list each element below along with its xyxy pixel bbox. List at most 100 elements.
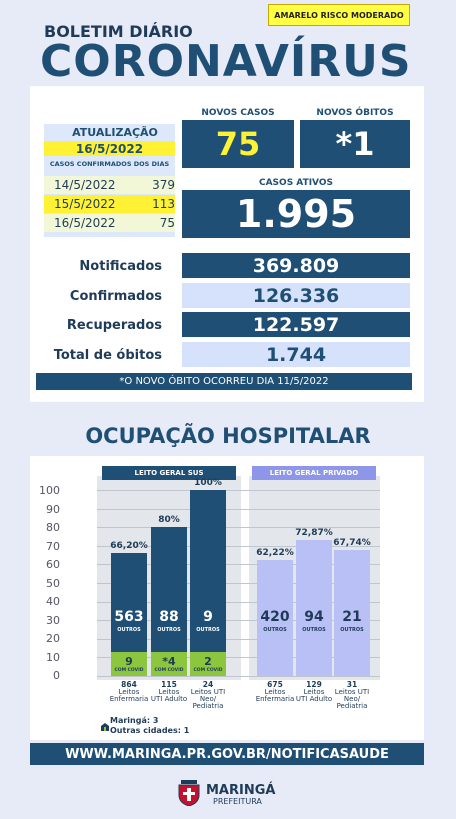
bar-category-name: Neo/	[343, 695, 361, 703]
stat-label-confirmed: Confirmados	[69, 289, 162, 304]
active-cases-value: 1.995	[182, 190, 410, 238]
y-tick: 20	[46, 632, 60, 645]
bar-covid-segment	[151, 652, 187, 676]
bar-others-value: 94	[304, 609, 324, 625]
bar-category-name: UTI Adulto	[295, 695, 333, 703]
update-date: 16/5/2022	[44, 141, 175, 156]
y-tick: 40	[46, 595, 60, 608]
day-row: 14/5/2022 379	[44, 176, 175, 194]
bar-category-name: Leitos	[264, 688, 286, 696]
day-date: 14/5/2022	[54, 178, 116, 192]
bar-covid-segment	[190, 652, 226, 676]
bar-category-name: Neo/	[199, 695, 217, 703]
new-deaths-value: *1	[300, 120, 410, 168]
note-line: Maringá: 3	[110, 716, 159, 725]
bar-others-value: 88	[159, 609, 179, 625]
bar-covid-label: COM COVID	[154, 668, 184, 673]
note-line: Outras cidades: 1	[110, 726, 190, 735]
day-value: 113	[152, 197, 175, 211]
bar-others-label: OUTROS	[117, 627, 141, 633]
bar-category-label: 115 Leitos UTI Adulto	[141, 681, 197, 703]
day-row: 16/5/2022 75	[44, 214, 175, 232]
bar-covid-segment	[111, 652, 147, 676]
city-name: MARINGÁ	[206, 783, 276, 798]
day-date: 16/5/2022	[54, 216, 116, 230]
gridline	[97, 527, 380, 529]
bar-covid-value: *4	[162, 655, 176, 668]
bulletin-label: BOLETIM DIÁRIO	[44, 22, 193, 41]
bar-covid-value: 9	[125, 655, 133, 668]
bar-category-label: 129 Leitos UTI Adulto	[286, 681, 342, 703]
page-title: CORONAVÍRUS	[40, 36, 412, 87]
bar-category-name: Leitos UTI	[190, 688, 226, 696]
y-tick: 0	[53, 669, 60, 682]
bar-percent-label: 100%	[194, 478, 222, 488]
y-tick: 90	[46, 503, 60, 516]
death-footnote: *O NOVO ÓBITO OCORREU DIA 11/5/2022	[36, 373, 412, 390]
bar-category-name: Enfermaria	[109, 695, 149, 703]
stat-label-deaths: Total de óbitos	[53, 348, 162, 363]
stat-value-deaths: 1.744	[182, 342, 410, 367]
day-date: 15/5/2022	[54, 197, 116, 211]
city-subtitle: PREFEITURA	[213, 797, 262, 806]
gridline	[97, 564, 380, 566]
bar-others-label: OUTROS	[157, 627, 181, 633]
y-tick: 10	[46, 651, 60, 664]
covid-origin-note: Maringá: 3 Outras cidades: 1	[110, 716, 189, 736]
gridline	[97, 545, 380, 547]
y-tick: 60	[46, 558, 60, 571]
occupancy-title: OCUPAÇÃO HOSPITALAR	[85, 424, 371, 448]
bar-beds-total: 864	[121, 680, 137, 689]
bar-others-value: 420	[260, 609, 290, 625]
bar-category-name: Leitos	[158, 688, 180, 696]
bar-others-label: OUTROS	[302, 627, 326, 633]
y-tick: 50	[46, 577, 60, 590]
bar-category-name: Pediatria	[336, 702, 368, 710]
private-panel-title: LEITO GERAL PRIVADO	[252, 466, 376, 480]
y-tick: 70	[46, 540, 60, 553]
bar-others-label: OUTROS	[196, 627, 220, 633]
bar-sus	[190, 490, 226, 676]
bar-private	[296, 540, 332, 676]
gridline	[97, 620, 380, 622]
bar-category-label: 31 Leitos UTI Neo/Pediatria	[324, 681, 380, 710]
stat-value-confirmed: 126.336	[182, 283, 410, 308]
bar-others-value: 21	[342, 609, 362, 625]
bar-percent-label: 72,87%	[295, 528, 333, 539]
website-link[interactable]: WWW.MARINGA.PR.GOV.BR/NOTIFICASAUDE	[30, 743, 424, 765]
y-tick: 80	[46, 521, 60, 534]
gridline	[97, 676, 380, 677]
new-deaths-label: NOVOS ÓBITOS	[316, 108, 394, 118]
stat-value-recovered: 122.597	[182, 312, 410, 337]
bar-private	[334, 550, 370, 676]
bar-covid-label: COM COVID	[114, 668, 144, 673]
y-tick: 100	[39, 484, 60, 497]
hospital-icon	[101, 716, 109, 731]
bar-others-value: 563	[114, 609, 144, 625]
bar-beds-total: 115	[161, 680, 177, 689]
bar-percent-label: 80%	[158, 515, 180, 526]
gridline	[97, 601, 380, 603]
bar-others-value: 9	[203, 609, 213, 625]
bar-category-label: 24 Leitos UTI Neo/Pediatria	[180, 681, 236, 710]
bar-beds-total: 675	[267, 680, 283, 689]
y-tick: 30	[46, 614, 60, 627]
day-value: 379	[152, 178, 175, 192]
bar-category-name: Leitos	[303, 688, 325, 696]
stat-label-recovered: Recuperados	[66, 318, 162, 333]
bar-covid-value: 2	[204, 655, 212, 668]
bar-beds-total: 24	[202, 680, 214, 689]
gridline	[97, 508, 380, 510]
update-label: ATUALIZAÇÃO	[72, 126, 158, 139]
day-row: 15/5/2022 113	[44, 195, 175, 213]
bar-covid-label: COM COVID	[193, 668, 223, 673]
stat-value-notified: 369.809	[182, 253, 410, 278]
stat-label-notified: Notificados	[79, 259, 162, 274]
bar-category-label: 864 Leitos Enfermaria	[101, 681, 157, 703]
bar-others-label: OUTROS	[340, 627, 364, 633]
bar-category-name: Enfermaria	[255, 695, 295, 703]
cases-by-day-label: CASOS CONFIRMADOS DOS DIAS	[49, 160, 170, 168]
risk-level-badge: AMARELO RISCO MODERADO	[268, 4, 410, 26]
bar-category-name: Pediatria	[192, 702, 224, 710]
gridline	[97, 583, 380, 584]
